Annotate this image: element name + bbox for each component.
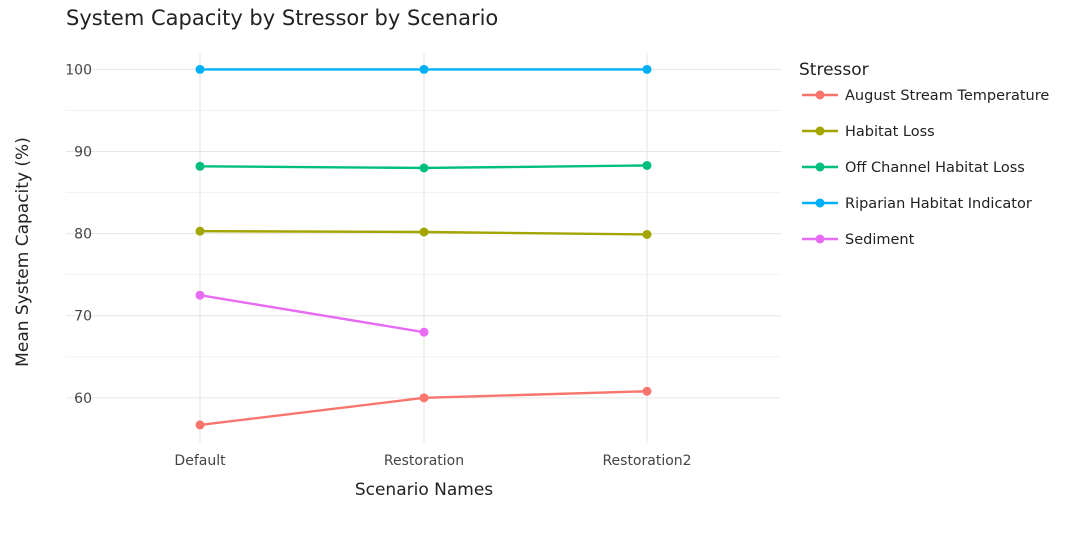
series-off-channel-habitat-loss: [195, 160, 652, 173]
data-point[interactable]: [195, 161, 205, 171]
data-point[interactable]: [642, 160, 652, 170]
data-point[interactable]: [642, 229, 652, 239]
data-point[interactable]: [195, 226, 205, 236]
x-tick-label: Restoration2: [602, 453, 691, 469]
data-point[interactable]: [419, 163, 429, 173]
legend-marker: [815, 126, 825, 136]
legend-marker: [815, 90, 825, 100]
x-axis-title: Scenario Names: [355, 480, 493, 500]
data-point[interactable]: [419, 327, 429, 337]
legend-title: Stressor: [799, 60, 869, 80]
legend-marker: [815, 198, 825, 208]
legend-label: Off Channel Habitat Loss: [845, 160, 1025, 176]
y-tick-label: 80: [74, 227, 92, 243]
data-point[interactable]: [195, 64, 205, 74]
legend-label: Habitat Loss: [845, 124, 935, 140]
x-tick-label: Restoration: [384, 453, 464, 469]
y-tick-label: 100: [65, 62, 92, 78]
y-tick-label: 60: [74, 391, 92, 407]
legend: Stressor August Stream Temperature Habita…: [799, 60, 1049, 248]
data-point[interactable]: [195, 290, 205, 300]
data-point[interactable]: [419, 64, 429, 74]
legend-label: August Stream Temperature: [845, 88, 1049, 104]
series-line: [199, 294, 425, 334]
legend-item[interactable]: Sediment: [802, 232, 915, 248]
chart-title: System Capacity by Stressor by Scenario: [66, 6, 498, 30]
legend-item[interactable]: Habitat Loss: [802, 124, 935, 140]
legend-item[interactable]: August Stream Temperature: [802, 88, 1049, 104]
legend-label: Sediment: [845, 232, 915, 248]
series-habitat-loss: [195, 226, 652, 239]
series-sediment: [195, 290, 429, 337]
y-axis-title: Mean System Capacity (%): [13, 137, 33, 367]
data-point[interactable]: [642, 386, 652, 396]
data-point[interactable]: [195, 420, 205, 430]
legend-item[interactable]: Riparian Habitat Indicator: [802, 196, 1032, 212]
tick-labels: 60 70 80 90 100 Default Restoration Restoration…: [65, 62, 691, 469]
gridlines: [66, 53, 781, 443]
series-layer: [195, 64, 652, 430]
series-august-stream-temperature: [195, 386, 652, 430]
y-tick-label: 90: [74, 145, 92, 161]
legend-label: Riparian Habitat Indicator: [845, 196, 1032, 212]
data-point[interactable]: [642, 64, 652, 74]
y-tick-label: 70: [74, 309, 92, 325]
series-riparian-habitat-indicator: [195, 64, 652, 74]
data-point[interactable]: [419, 227, 429, 237]
data-point[interactable]: [419, 393, 429, 403]
legend-marker: [815, 234, 825, 244]
legend-marker: [815, 162, 825, 172]
legend-item[interactable]: Off Channel Habitat Loss: [802, 160, 1025, 176]
x-tick-label: Default: [174, 453, 226, 469]
